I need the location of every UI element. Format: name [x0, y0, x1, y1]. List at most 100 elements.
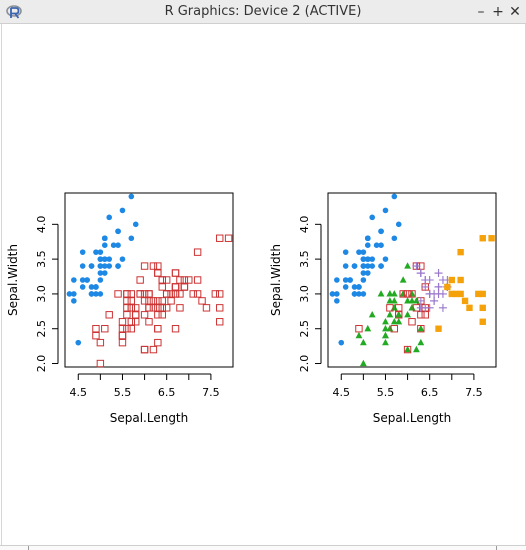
data-point — [149, 262, 158, 270]
maximize-button[interactable]: + — [492, 4, 504, 20]
data-point — [171, 283, 180, 291]
data-point — [140, 311, 149, 319]
data-point — [140, 345, 149, 354]
data-point — [417, 324, 425, 332]
data-point — [158, 276, 166, 284]
data-point — [162, 304, 171, 312]
data-point — [390, 325, 399, 333]
data-point — [145, 304, 153, 312]
data-point — [115, 242, 121, 248]
data-point — [434, 282, 443, 291]
data-point — [351, 263, 358, 269]
data-point — [149, 345, 158, 354]
data-point — [145, 290, 153, 298]
data-point — [457, 248, 464, 256]
data-point — [97, 270, 104, 276]
series-2 — [355, 262, 425, 367]
data-point — [127, 290, 136, 298]
data-point — [180, 276, 189, 284]
data-point — [127, 304, 136, 312]
data-point — [189, 290, 197, 298]
data-point — [180, 283, 189, 291]
data-point — [88, 291, 95, 297]
plot-frame — [64, 192, 234, 368]
data-point — [391, 193, 398, 200]
data-point — [351, 284, 358, 290]
x-tick-label: 4.5 — [333, 386, 351, 399]
data-point — [92, 331, 100, 340]
data-point — [391, 235, 398, 242]
minimize-button[interactable]: – — [477, 4, 485, 20]
data-point — [413, 345, 420, 353]
data-point — [171, 325, 180, 333]
data-point — [216, 290, 224, 298]
data-point — [355, 325, 363, 333]
data-point — [408, 297, 416, 304]
data-point — [97, 263, 104, 269]
data-point — [390, 317, 398, 325]
data-point — [71, 291, 77, 297]
data-point — [342, 284, 349, 290]
close-button[interactable]: ✕ — [509, 4, 521, 20]
data-point — [378, 263, 384, 269]
data-point — [390, 290, 398, 297]
data-point — [171, 269, 180, 277]
data-point — [479, 318, 486, 325]
data-point — [369, 256, 376, 262]
data-point — [132, 311, 140, 319]
data-point — [79, 284, 86, 290]
data-point — [140, 345, 149, 354]
data-point — [158, 276, 166, 284]
data-point — [435, 325, 442, 332]
data-point — [154, 269, 162, 277]
data-point — [369, 263, 376, 269]
data-point — [101, 256, 108, 262]
data-point — [416, 303, 425, 312]
data-point — [128, 193, 135, 200]
y-tick-label: 3.0 — [298, 285, 311, 303]
x-tick-label: 6.5 — [158, 386, 176, 399]
data-point — [386, 311, 394, 318]
data-point — [342, 263, 349, 269]
data-point — [364, 242, 371, 248]
data-point — [395, 221, 402, 228]
data-point — [395, 311, 403, 318]
x-axis-label: Sepal.Length — [373, 411, 452, 425]
data-point — [364, 256, 371, 262]
data-point — [106, 256, 113, 262]
y-axis-label: Sepal.Width — [269, 244, 283, 316]
data-point — [154, 304, 162, 312]
data-point — [395, 311, 403, 319]
data-point — [425, 289, 434, 298]
data-point — [216, 304, 224, 312]
scatter-panel-2: 4.5 5.5 6.5 7.5 2.0 2.5 3.0 3.5 4.0 Sepal.Length S… — [269, 192, 497, 425]
data-point — [97, 256, 104, 262]
data-point — [123, 297, 131, 305]
data-point — [404, 262, 411, 269]
data-point — [123, 311, 131, 319]
data-point — [342, 277, 349, 283]
data-point — [97, 291, 104, 297]
data-point — [149, 304, 158, 312]
x-tick-label: 7.5 — [465, 386, 483, 399]
x-axis-label: Sepal.Length — [110, 411, 189, 425]
data-point — [140, 297, 149, 305]
data-point — [162, 290, 171, 298]
series-1 — [329, 193, 402, 346]
data-point — [97, 249, 104, 255]
data-point — [101, 242, 108, 248]
data-point — [140, 262, 149, 270]
data-point — [417, 311, 425, 319]
data-point — [136, 290, 144, 298]
series-2 — [92, 234, 233, 368]
data-point — [360, 291, 367, 297]
data-point — [171, 283, 180, 291]
data-point — [132, 304, 140, 312]
data-point — [93, 249, 99, 255]
data-point — [136, 276, 144, 284]
data-point — [334, 298, 340, 304]
data-point — [356, 291, 362, 297]
data-point — [404, 345, 411, 353]
data-point — [127, 318, 136, 326]
data-point — [123, 290, 131, 298]
